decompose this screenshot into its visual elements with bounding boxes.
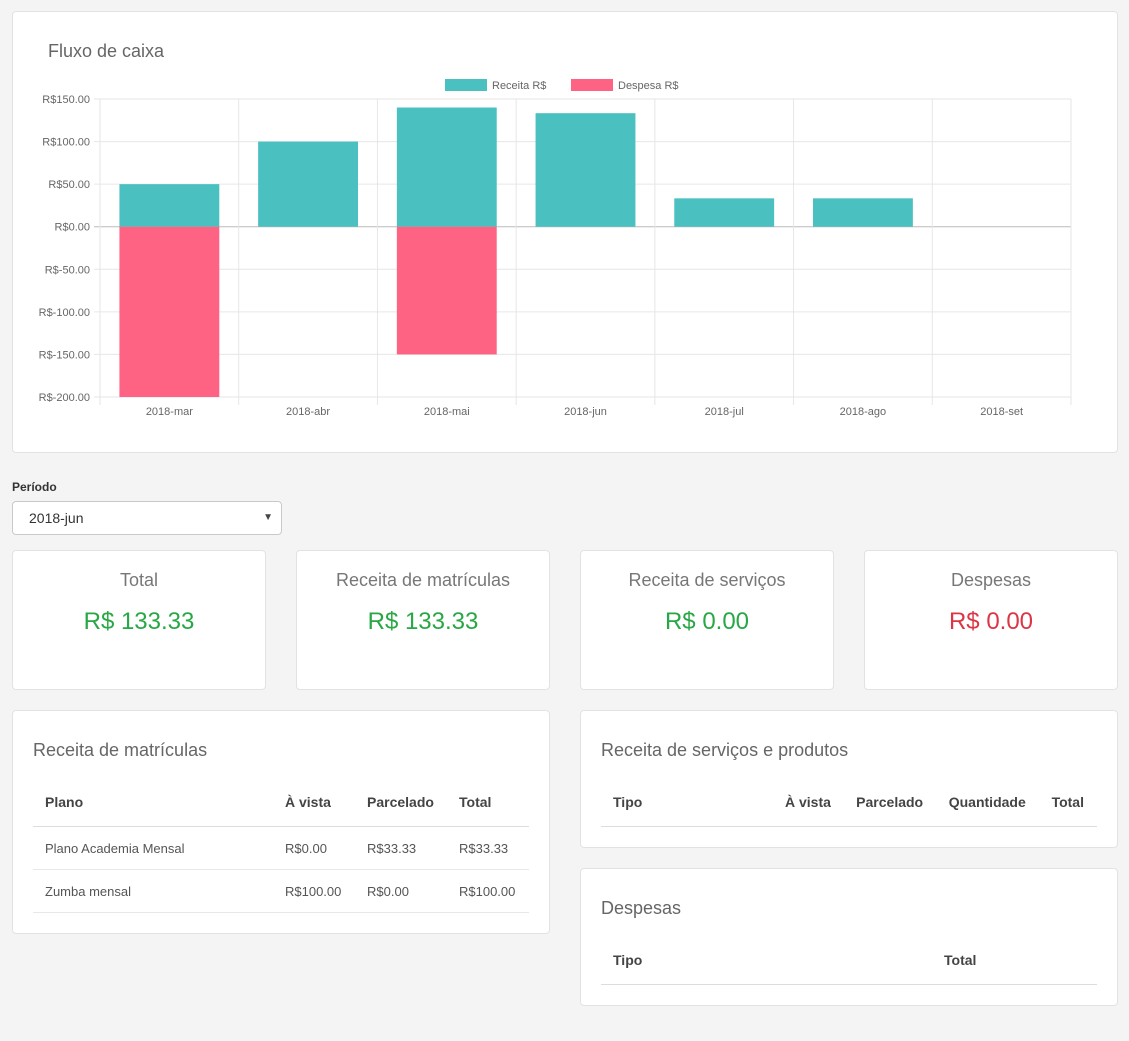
despesas-table: Tipo Total bbox=[601, 936, 1097, 985]
table-row: Plano Academia Mensal R$0.00 R$33.33 R$3… bbox=[33, 826, 529, 870]
despesas-table-card: Despesas Tipo Total bbox=[580, 868, 1118, 1006]
col-header-tipo: Tipo bbox=[601, 778, 773, 827]
stat-value: R$ 133.33 bbox=[367, 608, 479, 635]
stat-value: R$ 0.00 bbox=[948, 608, 1034, 635]
stat-card-matriculas: Receita de matrículas R$ 133.33 bbox=[296, 550, 550, 690]
col-header-a-vista: À vista bbox=[773, 778, 845, 827]
period-select[interactable]: 2018-jun ▼ bbox=[12, 501, 282, 535]
col-header-a-vista: À vista bbox=[273, 778, 355, 827]
x-tick-label: 2018-abr bbox=[286, 406, 330, 418]
bar bbox=[674, 198, 775, 227]
stat-label: Receita de matrículas bbox=[335, 570, 511, 590]
y-tick-label: R$100.00 bbox=[42, 137, 90, 149]
stat-card-total: Total R$ 133.33 bbox=[12, 550, 266, 690]
cell-total: R$33.33 bbox=[447, 826, 529, 870]
table-header-row: Plano À vista Parcelado Total bbox=[33, 778, 529, 827]
table-title: Receita de matrículas bbox=[33, 740, 208, 760]
y-tick-label: R$50.00 bbox=[48, 179, 90, 191]
caret-down-icon: ▼ bbox=[263, 512, 273, 523]
x-tick-label: 2018-jun bbox=[564, 406, 607, 418]
stat-card-servicos: Receita de serviços R$ 0.00 bbox=[580, 550, 834, 690]
legend-swatch bbox=[571, 79, 613, 91]
stat-value: R$ 0.00 bbox=[664, 608, 750, 635]
col-header-plano: Plano bbox=[33, 778, 273, 827]
col-header-total: Total bbox=[932, 936, 1097, 985]
y-tick-label: R$-100.00 bbox=[39, 307, 90, 319]
matriculas-table-card: Receita de matrículas Plano À vista Parc… bbox=[12, 710, 550, 934]
servicos-table: Tipo À vista Parcelado Quantidade Total bbox=[601, 778, 1097, 827]
y-tick-label: R$-50.00 bbox=[45, 264, 90, 276]
table-header-row: Tipo Total bbox=[601, 936, 1097, 985]
cell-parcelado: R$33.33 bbox=[355, 826, 447, 870]
col-header-parcelado: Parcelado bbox=[355, 778, 447, 827]
cell-plano: Plano Academia Mensal bbox=[33, 826, 273, 870]
chart-title: Fluxo de caixa bbox=[48, 41, 165, 61]
col-header-total: Total bbox=[447, 778, 529, 827]
stat-value: R$ 133.33 bbox=[83, 608, 195, 635]
cell-a-vista: R$0.00 bbox=[273, 826, 355, 870]
x-tick-label: 2018-mar bbox=[146, 406, 193, 418]
matriculas-table: Plano À vista Parcelado Total Plano Acad… bbox=[33, 778, 529, 913]
stat-card-despesas: Despesas R$ 0.00 bbox=[864, 550, 1118, 690]
bar bbox=[396, 107, 497, 227]
cell-total: R$100.00 bbox=[447, 869, 529, 913]
table-title: Receita de serviços e produtos bbox=[601, 740, 849, 760]
legend-label: Receita R$ bbox=[492, 80, 546, 92]
x-tick-label: 2018-set bbox=[980, 406, 1023, 418]
x-tick-label: 2018-mai bbox=[424, 406, 470, 418]
y-tick-label: R$0.00 bbox=[55, 222, 90, 234]
table-row: Zumba mensal R$100.00 R$0.00 R$100.00 bbox=[33, 869, 529, 913]
bar bbox=[119, 184, 220, 227]
x-tick-label: 2018-jul bbox=[705, 406, 744, 418]
col-header-tipo: Tipo bbox=[601, 936, 932, 985]
table-header-row: Tipo À vista Parcelado Quantidade Total bbox=[601, 778, 1097, 827]
legend-label: Despesa R$ bbox=[618, 80, 679, 92]
table-title: Despesas bbox=[601, 898, 682, 918]
col-header-quantidade: Quantidade bbox=[936, 778, 1040, 827]
period-selected-value: 2018-jun bbox=[29, 510, 84, 526]
period-label: Período bbox=[12, 480, 57, 494]
bar bbox=[535, 113, 636, 227]
stat-label: Receita de serviços bbox=[628, 570, 786, 590]
legend-swatch bbox=[445, 79, 487, 91]
y-tick-label: R$-150.00 bbox=[39, 349, 90, 361]
bar bbox=[119, 226, 220, 397]
stat-label: Total bbox=[119, 570, 159, 590]
bar bbox=[812, 198, 913, 227]
cash-flow-card: Fluxo de caixa R$150.00 R$100.00 R$50.00 R$… bbox=[12, 11, 1118, 453]
cash-flow-chart: R$150.00 R$100.00 R$50.00 R$0.00 R$-50.00 R$-… bbox=[39, 79, 1072, 418]
stat-label: Despesas bbox=[950, 570, 1032, 590]
col-header-total: Total bbox=[1039, 778, 1097, 827]
bar bbox=[396, 226, 497, 355]
cell-a-vista: R$100.00 bbox=[273, 869, 355, 913]
bar bbox=[258, 141, 359, 227]
cell-plano: Zumba mensal bbox=[33, 869, 273, 913]
y-tick-label: R$150.00 bbox=[42, 94, 90, 106]
servicos-table-card: Receita de serviços e produtos Tipo À vi… bbox=[580, 710, 1118, 848]
y-tick-label: R$-200.00 bbox=[39, 392, 90, 404]
cell-parcelado: R$0.00 bbox=[355, 869, 447, 913]
x-tick-label: 2018-ago bbox=[840, 406, 887, 418]
col-header-parcelado: Parcelado bbox=[844, 778, 937, 827]
